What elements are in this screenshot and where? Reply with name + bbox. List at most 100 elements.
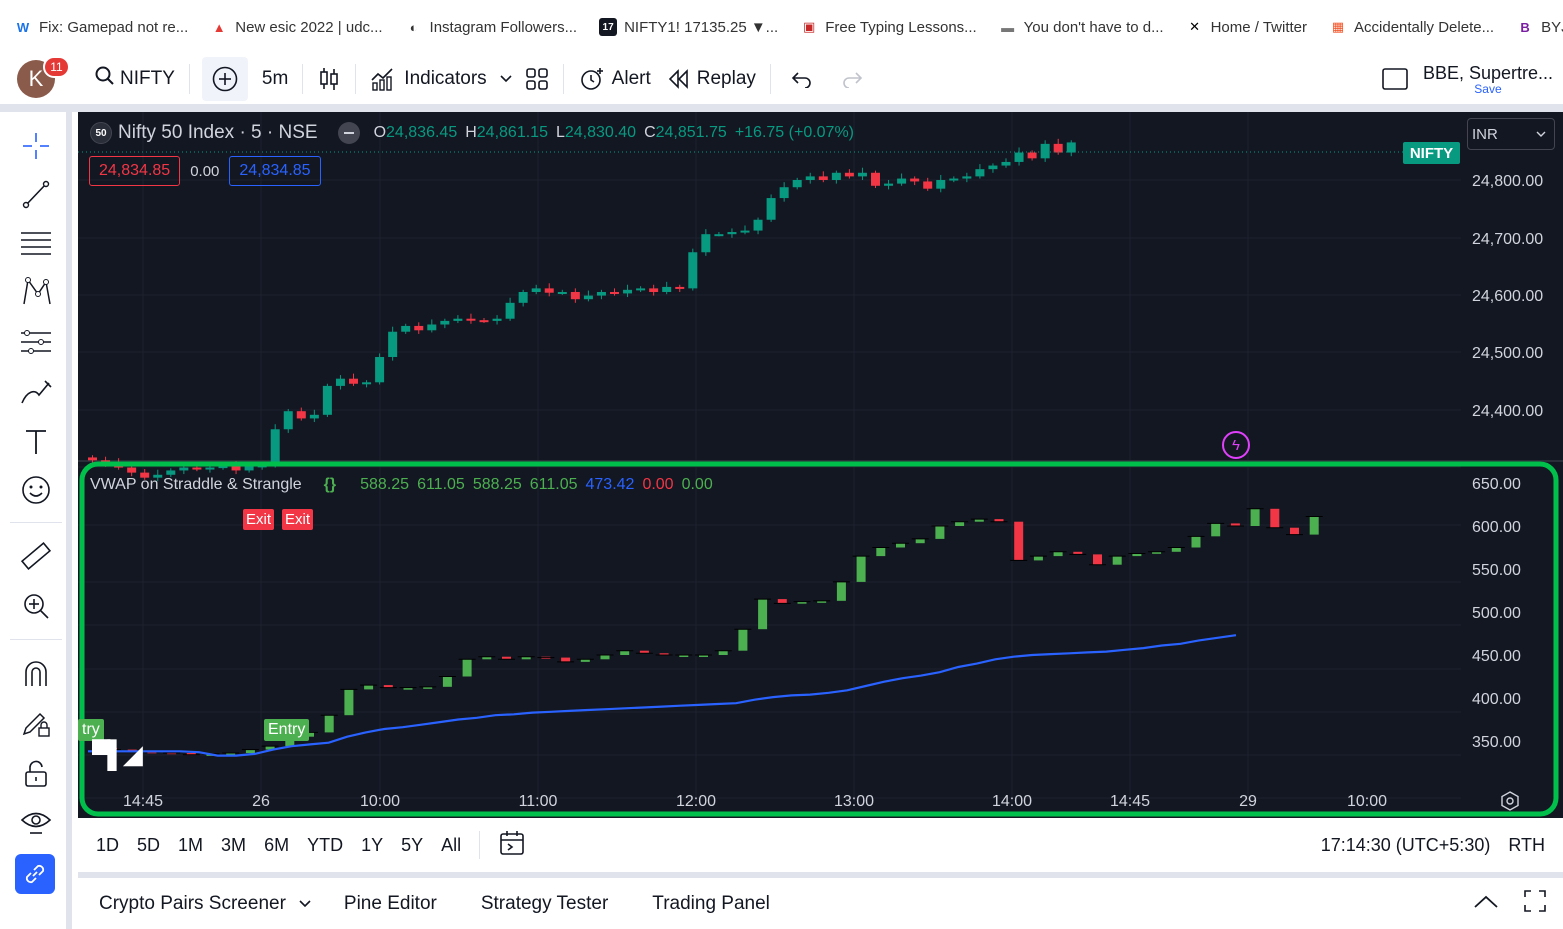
arrow-logo-icon: ▲ — [212, 19, 226, 35]
panel-tab[interactable]: Trading Panel — [652, 892, 770, 914]
indicator-candle — [699, 655, 708, 657]
candle — [610, 291, 619, 294]
candle — [871, 172, 880, 186]
chart-area[interactable]: 24,800.00 24,700.00 24,600.00 24,500.00 24,4… — [78, 112, 1563, 818]
redo-button[interactable] — [827, 57, 877, 101]
range-5d[interactable]: 5D — [137, 834, 161, 855]
bookmark-item[interactable]: ▬ You don't have to d... — [999, 18, 1164, 36]
indicator-candle — [108, 747, 117, 750]
collapse-button[interactable] — [337, 122, 360, 144]
bookmark-item[interactable]: W Fix: Gamepad not re... — [14, 18, 188, 36]
chart-type-button[interactable] — [309, 57, 349, 101]
square-icon — [1382, 68, 1408, 90]
indicators-button[interactable]: Indicators — [362, 57, 494, 101]
candle — [792, 180, 802, 188]
zoom-tool[interactable] — [18, 588, 54, 624]
vwap-line — [88, 634, 1237, 757]
indicator-candle — [896, 543, 905, 548]
grid — [78, 112, 1461, 802]
pattern-tool[interactable] — [18, 274, 54, 310]
separator — [78, 872, 1563, 878]
templates-dropdown[interactable] — [495, 57, 517, 101]
candle — [701, 234, 711, 253]
lock-tool[interactable] — [18, 756, 54, 792]
indicator-name[interactable]: VWAP on Straddle & Strangle — [90, 476, 302, 493]
link-tool[interactable] — [15, 854, 55, 894]
prediction-tool[interactable] — [18, 324, 54, 360]
lightning-icon[interactable]: ϟ — [1222, 431, 1250, 459]
brush-tool[interactable] — [18, 374, 54, 410]
currency-select[interactable]: INR — [1467, 118, 1555, 150]
candle — [440, 320, 450, 325]
separator — [0, 104, 1563, 112]
range-1m[interactable]: 1M — [178, 834, 204, 855]
text-tool[interactable] — [18, 424, 54, 460]
sell-button[interactable]: 24,834.85 — [89, 156, 181, 186]
drawing-mode-tool[interactable] — [18, 706, 54, 742]
indicator-candle — [403, 687, 413, 690]
collapse-panel-button[interactable] — [1473, 893, 1499, 915]
time-label: 29 — [1239, 793, 1257, 810]
settings-icon[interactable] — [1499, 790, 1521, 812]
bookmark-item[interactable]: ◐ Instagram Followers... — [405, 18, 577, 36]
clock[interactable]: 17:14:30 (UTC+5:30) — [1320, 834, 1491, 855]
trend-line-tool[interactable] — [18, 176, 54, 212]
date-range-button[interactable] — [498, 829, 526, 862]
emoji-tool[interactable] — [18, 472, 54, 508]
maximize-panel-button[interactable] — [1523, 889, 1547, 919]
candle — [714, 234, 724, 237]
source-code-icon[interactable]: {} — [323, 476, 337, 493]
candle — [283, 411, 293, 430]
layout-name-button[interactable]: BBE, Supertre... Save — [1423, 63, 1553, 96]
measure-tool[interactable] — [18, 538, 54, 574]
buy-button[interactable]: 24,834.85 — [229, 156, 321, 186]
compare-add-button[interactable] — [201, 57, 248, 101]
candle — [270, 429, 280, 466]
symbol-title[interactable]: Nifty 50 Index · 5 · NSE — [118, 122, 318, 143]
crosshair-tool[interactable] — [18, 128, 54, 164]
candle — [388, 331, 398, 358]
session-button[interactable]: RTH — [1508, 834, 1545, 855]
chevron-down-icon[interactable] — [298, 899, 312, 909]
panel-tab[interactable]: Crypto Pairs Screener — [99, 892, 286, 914]
panel-tab[interactable]: Strategy Tester — [480, 892, 609, 914]
indicator-candle — [265, 746, 275, 750]
candle — [884, 183, 894, 186]
layout-toggle-button[interactable] — [1373, 57, 1417, 101]
range-5y[interactable]: 5Y — [401, 834, 424, 855]
range-all[interactable]: All — [441, 834, 462, 855]
candle — [949, 178, 959, 181]
replay-button[interactable]: Replay — [659, 57, 764, 101]
visibility-tool[interactable] — [18, 804, 54, 840]
bookmark-item[interactable]: ▦ Accidentally Delete... — [1329, 18, 1494, 36]
fib-tool[interactable] — [18, 225, 54, 261]
candle — [375, 357, 385, 383]
symbol-search-button[interactable]: NIFTY — [86, 57, 183, 101]
chart-canvas[interactable]: 24,800.00 24,700.00 24,600.00 24,500.00 24,4… — [78, 112, 1563, 818]
interval-button[interactable]: 5m — [261, 68, 289, 89]
bookmark-label: You don't have to d... — [1023, 18, 1164, 36]
undo-button[interactable] — [777, 57, 827, 101]
range-6m[interactable]: 6M — [264, 834, 290, 855]
range-ytd[interactable]: YTD — [307, 834, 344, 855]
bookmark-item[interactable]: ▣ Free Typing Lessons... — [800, 18, 977, 36]
indicator-candle — [1132, 553, 1142, 557]
range-1y[interactable]: 1Y — [361, 834, 384, 855]
range-3m[interactable]: 3M — [221, 834, 247, 855]
time-axis: 14:45 26 10:00 11:00 12:00 13:00 14:00 14:45 29 1… — [123, 793, 1387, 810]
avatar[interactable]: K — [17, 60, 55, 98]
entry-marker-partial: try — [78, 719, 104, 741]
magnet-tool[interactable] — [18, 656, 54, 692]
indicator-axis-label: 550.00 — [1472, 562, 1521, 579]
bookmark-item[interactable]: 17 NIFTY1! 17135.25 ▼... — [599, 18, 778, 36]
highlight-box — [79, 461, 1559, 817]
alert-button[interactable]: Alert — [570, 57, 659, 101]
candle — [727, 232, 737, 235]
bookmark-item[interactable]: ▲ New esic 2022 | udc... — [210, 18, 383, 36]
bookmark-item[interactable]: B BYJU's — [1516, 18, 1563, 36]
layout-grid-button[interactable] — [517, 57, 557, 101]
panel-tab[interactable]: Pine Editor — [343, 892, 437, 914]
bookmark-item[interactable]: ✕ Home / Twitter — [1186, 18, 1307, 36]
range-1d[interactable]: 1D — [96, 834, 120, 855]
indicator-candle — [1073, 551, 1083, 555]
